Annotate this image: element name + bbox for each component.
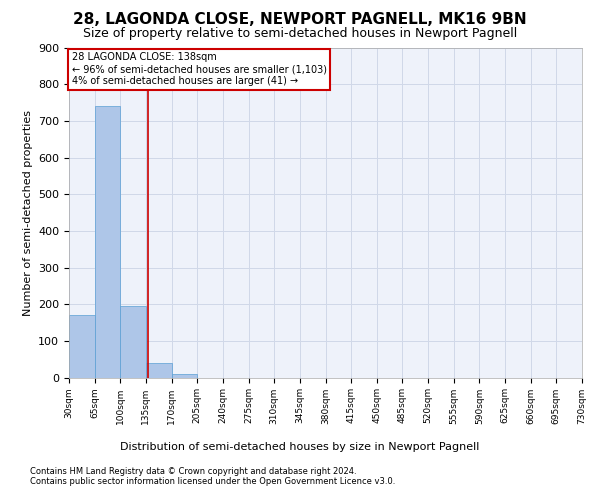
- Text: 28, LAGONDA CLOSE, NEWPORT PAGNELL, MK16 9BN: 28, LAGONDA CLOSE, NEWPORT PAGNELL, MK16…: [73, 12, 527, 28]
- Text: 28 LAGONDA CLOSE: 138sqm
← 96% of semi-detached houses are smaller (1,103)
4% of: 28 LAGONDA CLOSE: 138sqm ← 96% of semi-d…: [71, 52, 326, 86]
- Text: Contains public sector information licensed under the Open Government Licence v3: Contains public sector information licen…: [30, 477, 395, 486]
- Bar: [69, 315, 95, 378]
- Text: Contains HM Land Registry data © Crown copyright and database right 2024.: Contains HM Land Registry data © Crown c…: [30, 467, 356, 476]
- Bar: [146, 363, 172, 378]
- Text: Distribution of semi-detached houses by size in Newport Pagnell: Distribution of semi-detached houses by …: [121, 442, 479, 452]
- Bar: [95, 106, 121, 378]
- Y-axis label: Number of semi-detached properties: Number of semi-detached properties: [23, 110, 32, 316]
- Text: Size of property relative to semi-detached houses in Newport Pagnell: Size of property relative to semi-detach…: [83, 28, 517, 40]
- Bar: [121, 306, 146, 378]
- Bar: [172, 374, 197, 378]
